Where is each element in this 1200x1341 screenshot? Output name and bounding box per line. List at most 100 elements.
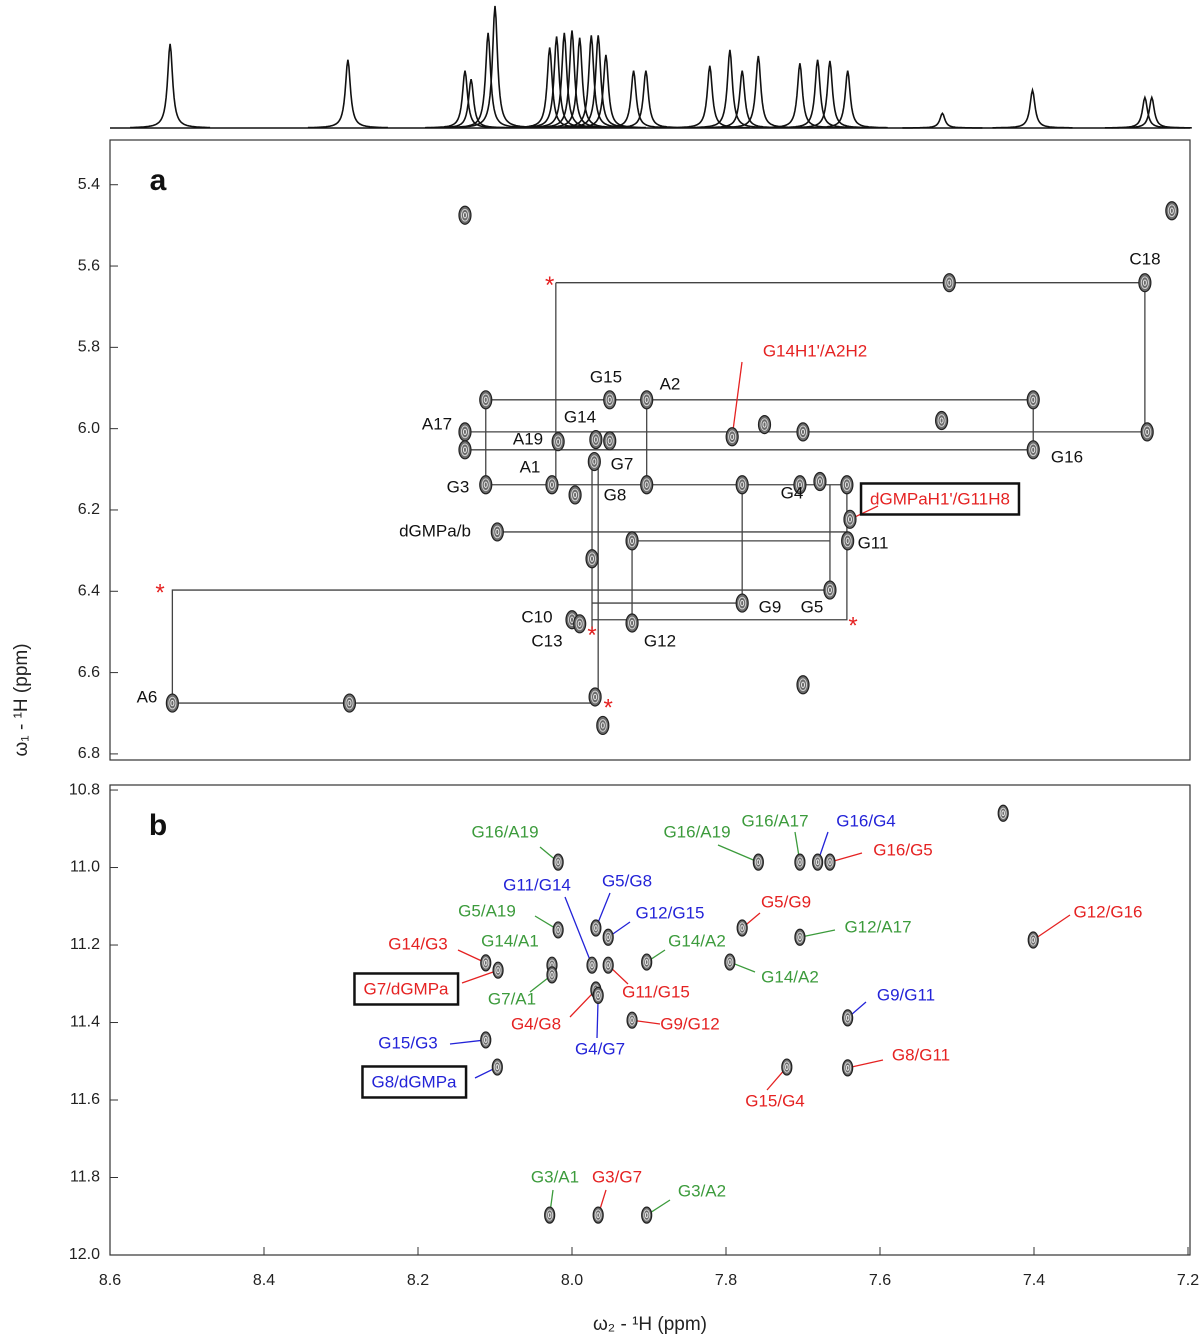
spectrum-peak bbox=[992, 87, 1073, 129]
contour bbox=[607, 437, 612, 445]
contour bbox=[547, 478, 557, 492]
peak-label: G16/G4 bbox=[836, 811, 896, 830]
contour bbox=[606, 934, 610, 941]
cross-peak bbox=[585, 549, 599, 569]
spectrum-peak bbox=[307, 59, 388, 129]
leader-line bbox=[461, 969, 499, 984]
contour bbox=[798, 425, 808, 439]
y-axis-label: ω₁ - ¹H (ppm) bbox=[11, 643, 32, 756]
cross-peak bbox=[592, 1206, 604, 1224]
cross-peak bbox=[841, 531, 855, 551]
cross-peak bbox=[458, 422, 472, 442]
contour bbox=[347, 699, 352, 707]
y-tick-label: 12.0 bbox=[69, 1246, 100, 1263]
contour bbox=[587, 451, 601, 472]
contour bbox=[844, 1012, 852, 1024]
peak-label: G12 bbox=[644, 631, 676, 650]
spectrum-peak bbox=[718, 55, 799, 129]
x-axis-label: ω₂ - ¹H (ppm) bbox=[593, 1314, 707, 1335]
contour bbox=[945, 276, 954, 290]
contour bbox=[640, 475, 654, 495]
contour bbox=[493, 525, 502, 539]
cross-peak bbox=[796, 422, 810, 442]
contour bbox=[793, 475, 807, 495]
star-marker: * bbox=[848, 613, 857, 640]
contour bbox=[1029, 443, 1038, 457]
peak-label: C10 bbox=[521, 607, 552, 626]
cross-peak bbox=[781, 1058, 793, 1076]
contour bbox=[596, 1212, 600, 1218]
contour bbox=[483, 396, 488, 403]
contour bbox=[591, 690, 600, 704]
contour bbox=[947, 279, 952, 286]
y-tick-label: 6.2 bbox=[78, 501, 100, 518]
contour bbox=[785, 1064, 789, 1070]
contour bbox=[1145, 428, 1150, 436]
peak-label: G8 bbox=[604, 485, 627, 504]
contour bbox=[796, 856, 804, 868]
x-tick-label: 8.2 bbox=[407, 1272, 429, 1289]
peak-label: G14/A1 bbox=[481, 931, 539, 950]
y-tick-label: 10.8 bbox=[69, 781, 100, 798]
contour bbox=[494, 964, 502, 976]
contour bbox=[845, 1064, 850, 1071]
peak-label: G3/A1 bbox=[531, 1167, 579, 1186]
star-marker: * bbox=[155, 579, 164, 606]
cross-peak bbox=[480, 954, 492, 972]
cross-peak bbox=[568, 485, 582, 505]
peak-label: G4/G7 bbox=[575, 1039, 625, 1058]
peak-label: dGMPaH1'/G11H8 bbox=[870, 489, 1010, 508]
cross-peak bbox=[752, 853, 764, 871]
contour bbox=[554, 924, 562, 936]
cross-peak bbox=[812, 853, 824, 871]
peak-label: G12/A17 bbox=[844, 917, 911, 936]
cross-peak bbox=[552, 853, 564, 871]
contour bbox=[460, 425, 470, 439]
contour bbox=[593, 693, 598, 701]
x-tick-label: 8.6 bbox=[99, 1272, 121, 1289]
cross-peak bbox=[602, 956, 614, 974]
contour bbox=[999, 807, 1007, 819]
cross-peak bbox=[757, 414, 772, 435]
cross-peak bbox=[1027, 931, 1039, 949]
contour bbox=[1026, 390, 1040, 410]
contour bbox=[813, 471, 827, 492]
contour bbox=[603, 390, 617, 410]
contour bbox=[728, 430, 737, 444]
contour bbox=[594, 925, 598, 931]
contour bbox=[605, 393, 614, 407]
contour bbox=[630, 537, 635, 545]
contour bbox=[841, 531, 855, 551]
leader-line bbox=[449, 1039, 486, 1045]
contour bbox=[815, 859, 820, 866]
contour bbox=[844, 1062, 852, 1074]
contour bbox=[604, 931, 612, 943]
cross-peak bbox=[492, 961, 504, 979]
spectrum-peak bbox=[605, 70, 686, 129]
leader-line bbox=[717, 844, 759, 863]
star-marker: * bbox=[587, 622, 596, 649]
contour bbox=[796, 422, 810, 442]
contour bbox=[756, 859, 761, 866]
contour bbox=[1142, 279, 1147, 286]
contour bbox=[801, 681, 805, 688]
peak-label: G8/G11 bbox=[892, 1045, 950, 1064]
contour bbox=[740, 925, 744, 931]
contour bbox=[795, 478, 805, 492]
peak-label: A1 bbox=[520, 457, 541, 476]
contour bbox=[1031, 937, 1035, 943]
contour bbox=[939, 417, 944, 424]
contour bbox=[165, 693, 179, 713]
contour bbox=[551, 432, 565, 452]
star-marker: * bbox=[545, 272, 554, 299]
peak-label: G11 bbox=[858, 533, 889, 552]
contour bbox=[630, 1017, 634, 1024]
leader-line bbox=[1032, 914, 1071, 941]
spectrum-peak bbox=[593, 70, 674, 129]
contour bbox=[726, 956, 734, 968]
star-marker: * bbox=[604, 694, 613, 721]
cross-peak bbox=[796, 675, 810, 695]
x-tick-label: 7.6 bbox=[869, 1272, 891, 1289]
y-tick-label: 6.0 bbox=[78, 420, 100, 437]
contour bbox=[460, 208, 470, 222]
